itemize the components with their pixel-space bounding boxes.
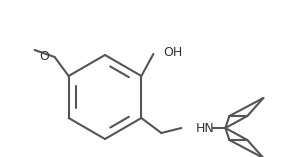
- Text: OH: OH: [163, 46, 183, 59]
- Text: O: O: [39, 49, 49, 62]
- Text: HN: HN: [195, 122, 214, 135]
